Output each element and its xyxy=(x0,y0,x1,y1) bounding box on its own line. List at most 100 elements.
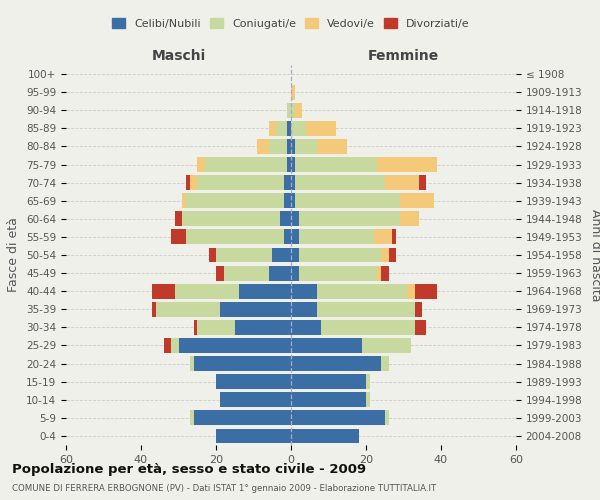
Bar xyxy=(272,248,291,262)
Bar xyxy=(415,302,422,316)
Bar xyxy=(175,212,182,226)
Bar xyxy=(197,157,205,172)
Bar xyxy=(295,139,317,154)
Bar xyxy=(299,248,381,262)
Bar xyxy=(400,194,433,208)
Bar xyxy=(291,157,295,172)
Bar xyxy=(291,139,295,154)
Text: Popolazione per età, sesso e stato civile - 2009: Popolazione per età, sesso e stato civil… xyxy=(12,462,366,475)
Bar xyxy=(299,266,377,280)
Bar xyxy=(321,320,415,335)
Bar xyxy=(223,266,269,280)
Bar xyxy=(385,410,389,426)
Bar xyxy=(216,266,223,280)
Bar xyxy=(193,356,291,371)
Bar xyxy=(385,175,419,190)
Bar xyxy=(295,194,400,208)
Bar xyxy=(235,320,291,335)
Bar xyxy=(415,320,426,335)
Bar xyxy=(179,338,291,353)
Bar xyxy=(163,338,171,353)
Bar xyxy=(182,194,186,208)
Y-axis label: Anni di nascita: Anni di nascita xyxy=(589,209,600,301)
Bar xyxy=(362,338,411,353)
Bar xyxy=(419,175,426,190)
Bar xyxy=(197,320,235,335)
Bar xyxy=(287,157,291,172)
Bar xyxy=(182,212,280,226)
Bar xyxy=(377,157,437,172)
Bar xyxy=(186,230,284,244)
Bar xyxy=(220,392,291,407)
Bar xyxy=(269,121,276,136)
Legend: Celibi/Nubili, Coniugati/e, Vedovi/e, Divorziati/e: Celibi/Nubili, Coniugati/e, Vedovi/e, Di… xyxy=(108,14,474,33)
Bar xyxy=(205,157,287,172)
Bar xyxy=(317,284,407,298)
Bar xyxy=(400,212,419,226)
Bar xyxy=(284,194,291,208)
Bar xyxy=(291,248,299,262)
Bar xyxy=(291,392,366,407)
Bar xyxy=(377,266,381,280)
Bar xyxy=(287,103,291,118)
Bar xyxy=(306,121,336,136)
Bar xyxy=(392,230,396,244)
Bar xyxy=(171,338,179,353)
Bar xyxy=(291,338,362,353)
Bar xyxy=(291,212,299,226)
Bar xyxy=(291,84,295,100)
Bar xyxy=(291,302,317,316)
Bar xyxy=(381,248,389,262)
Bar xyxy=(257,139,269,154)
Bar xyxy=(291,175,295,190)
Bar xyxy=(197,175,284,190)
Bar xyxy=(186,175,190,190)
Bar xyxy=(381,356,389,371)
Bar xyxy=(415,284,437,298)
Bar xyxy=(291,356,381,371)
Bar xyxy=(287,139,291,154)
Bar xyxy=(407,284,415,298)
Bar xyxy=(389,248,396,262)
Bar xyxy=(317,139,347,154)
Bar xyxy=(156,302,220,316)
Bar xyxy=(209,248,216,262)
Bar xyxy=(381,266,389,280)
Bar xyxy=(216,248,272,262)
Bar xyxy=(366,374,370,389)
Bar xyxy=(269,266,291,280)
Bar xyxy=(284,175,291,190)
Bar xyxy=(216,374,291,389)
Bar xyxy=(193,320,197,335)
Bar xyxy=(171,230,186,244)
Bar xyxy=(291,320,321,335)
Bar xyxy=(295,157,377,172)
Bar xyxy=(276,121,287,136)
Bar xyxy=(287,121,291,136)
Bar xyxy=(295,175,385,190)
Text: Femmine: Femmine xyxy=(368,49,439,63)
Bar xyxy=(190,175,197,190)
Bar xyxy=(152,302,156,316)
Bar xyxy=(291,284,317,298)
Bar xyxy=(193,410,291,426)
Bar xyxy=(220,302,291,316)
Bar xyxy=(280,212,291,226)
Text: Maschi: Maschi xyxy=(151,49,206,63)
Bar xyxy=(291,103,295,118)
Bar xyxy=(152,284,175,298)
Text: COMUNE DI FERRERA ERBOGNONE (PV) - Dati ISTAT 1° gennaio 2009 - Elaborazione TUT: COMUNE DI FERRERA ERBOGNONE (PV) - Dati … xyxy=(12,484,436,493)
Bar xyxy=(186,194,284,208)
Bar xyxy=(291,266,299,280)
Bar xyxy=(299,212,400,226)
Bar xyxy=(284,230,291,244)
Bar xyxy=(291,428,359,444)
Bar xyxy=(291,121,306,136)
Bar xyxy=(190,356,193,371)
Bar xyxy=(239,284,291,298)
Y-axis label: Fasce di età: Fasce di età xyxy=(7,218,20,292)
Bar xyxy=(291,410,385,426)
Bar xyxy=(373,230,392,244)
Bar xyxy=(299,230,373,244)
Bar xyxy=(366,392,370,407)
